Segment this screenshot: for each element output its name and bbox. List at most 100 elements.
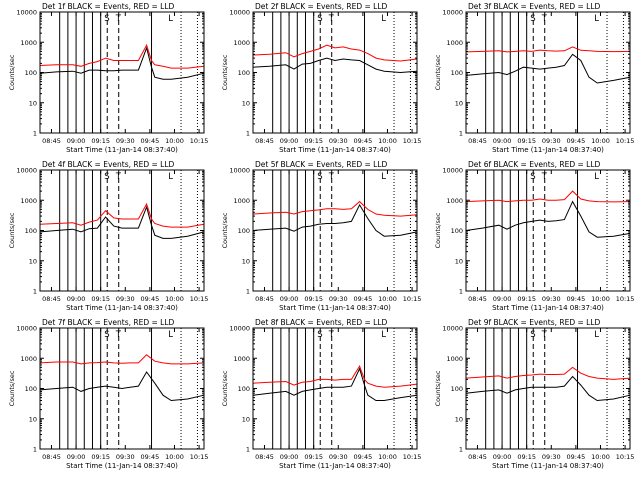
x-tick-label: 09:45 [354,295,373,303]
y-tick-label: 1000 [446,197,463,205]
marker-label-l: L [381,172,386,182]
y-axis-label: Counts/sec [8,54,16,90]
x-tick-label: 10:00 [165,295,184,303]
x-axis-label: Start Time (11-Jan-14 08:37:40) [492,146,604,154]
x-tick-label: 09:30 [329,137,348,145]
y-tick-label: 10 [455,99,463,107]
y-tick-label: 100 [451,227,463,235]
marker-label-s: S [317,330,322,340]
y-tick-label: 100 [25,69,37,77]
marker-label-l: L [594,14,599,24]
marker-label-s: S [530,14,535,24]
series-line-events [465,375,631,402]
chart-panel-8f: Det 8f BLACK = Events, RED = LLD S T L 1 10 10… [221,318,421,470]
x-tick-label: 08:45 [468,453,487,461]
x-tick-label: 09:45 [141,295,160,303]
series-line-lld [39,43,205,69]
x-axis-label: Start Time (11-Jan-14 08:37:40) [66,462,178,470]
y-tick-label: 1 [459,130,463,138]
y-tick-label: 1 [33,130,37,138]
x-tick-label: 09:00 [280,453,299,461]
x-tick-label: 10:15 [616,453,635,461]
x-tick-label: 09:00 [280,137,299,145]
series-line-events [39,46,205,80]
x-axis-label: Start Time (11-Jan-14 08:37:40) [492,462,604,470]
marker-label-l: L [168,172,173,182]
y-tick-label: 10000 [16,325,37,333]
plot-frame [39,169,205,292]
x-tick-label: 09:30 [542,295,561,303]
series-line-events [465,53,631,84]
series-line-lld [252,44,418,62]
x-axis-label: Start Time (11-Jan-14 08:37:40) [279,462,391,470]
x-tick-label: 10:00 [165,137,184,145]
marker-label-l: L [381,330,386,340]
x-tick-label: 09:45 [567,453,586,461]
x-tick-label: 09:15 [304,453,323,461]
y-axis-label: Counts/sec [434,212,442,248]
x-tick-label: 09:30 [116,453,135,461]
x-tick-label: 10:15 [403,453,422,461]
x-tick-label: 08:45 [42,137,61,145]
y-tick-label: 1 [33,288,37,296]
x-axis-label: Start Time (11-Jan-14 08:37:40) [492,304,604,312]
x-tick-label: 08:45 [255,453,274,461]
x-tick-label: 08:45 [468,295,487,303]
chart-title: Det 6f BLACK = Events, RED = LLD [468,160,601,169]
x-tick-label: 10:15 [190,453,209,461]
chart-panel-3f: Det 3f BLACK = Events, RED = LLD S T L 1 10 10… [434,2,634,154]
x-tick-label: 08:45 [42,453,61,461]
y-tick-label: 100 [238,385,250,393]
x-tick-label: 09:30 [329,453,348,461]
series-line-events [252,367,418,401]
x-tick-label: 10:00 [591,453,610,461]
x-tick-label: 08:45 [468,137,487,145]
y-tick-label: 1 [246,130,250,138]
marker-label-t: T [115,14,122,24]
series-line-events [39,205,205,239]
series-line-lld [39,202,205,228]
y-axis-label: Counts/sec [221,370,229,406]
marker-label-l: L [168,330,173,340]
x-tick-label: 10:00 [591,137,610,145]
series-line-events [252,203,418,237]
y-tick-label: 1 [459,288,463,296]
x-tick-label: 09:00 [493,295,512,303]
x-tick-label: 10:15 [403,295,422,303]
chart-panel-7f: Det 7f BLACK = Events, RED = LLD S T L 1 10 10… [8,318,208,470]
plot-frame [252,169,418,292]
marker-label-l: L [168,14,173,24]
y-tick-label: 1000 [20,197,37,205]
y-tick-label: 1000 [20,39,37,47]
y-tick-label: 1000 [20,355,37,363]
chart-panel-9f: Det 9f BLACK = Events, RED = LLD S T L 1 10 10… [434,318,634,470]
x-tick-label: 10:15 [403,137,422,145]
marker-label-s: S [317,172,322,182]
x-tick-label: 09:00 [67,295,86,303]
y-tick-label: 10 [242,415,250,423]
x-tick-label: 10:15 [616,295,635,303]
x-tick-label: 10:15 [616,137,635,145]
x-tick-label: 09:15 [517,137,536,145]
y-tick-label: 1000 [446,355,463,363]
marker-label-t: T [115,172,122,182]
x-tick-label: 09:45 [354,137,373,145]
y-tick-label: 10000 [442,325,463,333]
chart-title: Det 9f BLACK = Events, RED = LLD [468,318,601,327]
y-tick-label: 100 [238,227,250,235]
y-tick-label: 10 [242,257,250,265]
series-line-lld [39,354,205,365]
x-tick-label: 09:30 [542,453,561,461]
y-tick-label: 10 [29,99,37,107]
y-axis-label: Counts/sec [221,54,229,90]
chart-title: Det 4f BLACK = Events, RED = LLD [42,160,175,169]
y-tick-label: 1000 [446,39,463,47]
y-tick-label: 100 [451,385,463,393]
chart-title: Det 7f BLACK = Events, RED = LLD [42,318,175,327]
y-tick-label: 10 [29,257,37,265]
y-tick-label: 10 [455,257,463,265]
chart-title: Det 2f BLACK = Events, RED = LLD [255,2,388,11]
y-tick-label: 100 [238,69,250,77]
x-tick-label: 08:45 [255,295,274,303]
